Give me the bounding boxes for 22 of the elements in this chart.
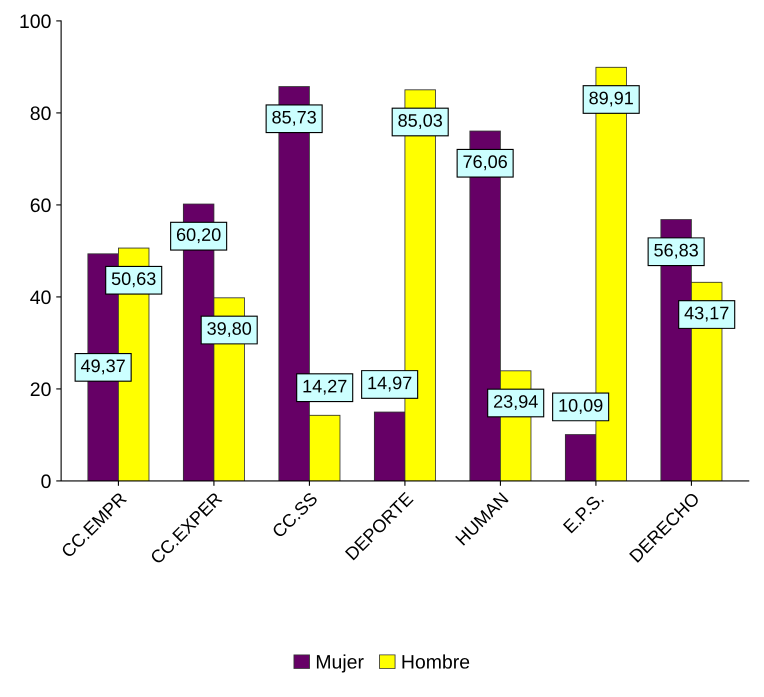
legend-label: Mujer bbox=[316, 654, 364, 673]
data-label: 14,27 bbox=[303, 380, 346, 395]
data-label: 23,94 bbox=[494, 395, 538, 410]
y-tick-label: 20 bbox=[30, 382, 51, 396]
data-label: 60,20 bbox=[176, 228, 221, 244]
y-tick-label: 80 bbox=[30, 106, 51, 120]
data-label: 10,09 bbox=[559, 398, 602, 414]
data-label: 49,37 bbox=[80, 359, 125, 374]
data-label: 14,97 bbox=[368, 376, 412, 392]
legend-label: Hombre bbox=[402, 654, 470, 669]
data-label: 50,63 bbox=[112, 272, 156, 288]
y-tick-label: 100 bbox=[20, 14, 51, 28]
data-label: 76,06 bbox=[463, 155, 507, 170]
y-tick-label: 60 bbox=[30, 198, 51, 212]
y-tick-label: 0 bbox=[41, 474, 51, 488]
data-label: 39,80 bbox=[207, 322, 252, 338]
data-label: 85,03 bbox=[398, 114, 442, 129]
data-label: 85,73 bbox=[272, 110, 316, 126]
data-label: 43,17 bbox=[684, 306, 728, 322]
data-label: 89,91 bbox=[589, 92, 633, 107]
y-tick-label: 40 bbox=[30, 290, 51, 304]
data-label: 56,83 bbox=[654, 244, 698, 259]
